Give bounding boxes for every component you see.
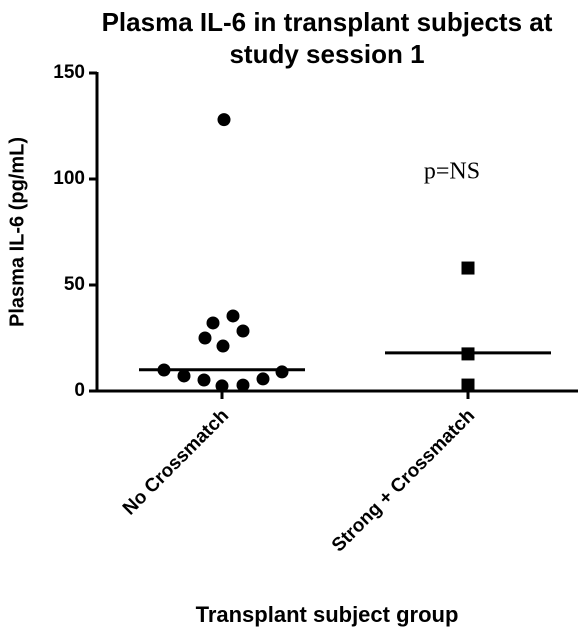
x-axis-title: Transplant subject group bbox=[196, 602, 459, 627]
x-tick-label: Strong + Crossmatch bbox=[328, 405, 479, 556]
data-point bbox=[236, 378, 250, 392]
y-tick-label: 150 bbox=[53, 62, 85, 83]
data-point bbox=[461, 261, 475, 275]
y-tick-label: 100 bbox=[53, 168, 85, 189]
annotation: p=NS bbox=[424, 159, 480, 185]
y-axis-title: Plasma IL-6 (pg/mL) bbox=[6, 137, 28, 327]
data-point bbox=[226, 309, 240, 323]
data-point bbox=[275, 365, 289, 379]
data-point bbox=[177, 369, 191, 383]
data-point bbox=[198, 331, 212, 345]
data-point bbox=[197, 373, 211, 387]
data-point bbox=[461, 378, 475, 392]
data-point bbox=[217, 113, 231, 127]
data-point bbox=[256, 372, 270, 386]
chart-title: Plasma IL-6 in transplant subjects at st… bbox=[101, 7, 553, 69]
data-point bbox=[236, 324, 250, 338]
data-point bbox=[215, 379, 229, 393]
y-tick-label: 50 bbox=[64, 274, 85, 295]
x-tick-label: No Crossmatch bbox=[119, 405, 233, 519]
data-point bbox=[216, 339, 230, 353]
y-tick-label: 0 bbox=[74, 380, 85, 401]
data-point bbox=[206, 316, 220, 330]
